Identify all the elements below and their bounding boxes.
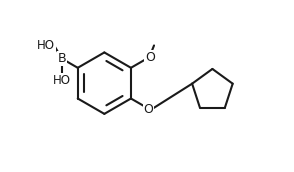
Text: B: B bbox=[57, 52, 66, 65]
Text: HO: HO bbox=[53, 74, 71, 87]
Text: O: O bbox=[143, 103, 153, 116]
Text: O: O bbox=[145, 51, 155, 64]
Text: HO: HO bbox=[37, 39, 55, 52]
